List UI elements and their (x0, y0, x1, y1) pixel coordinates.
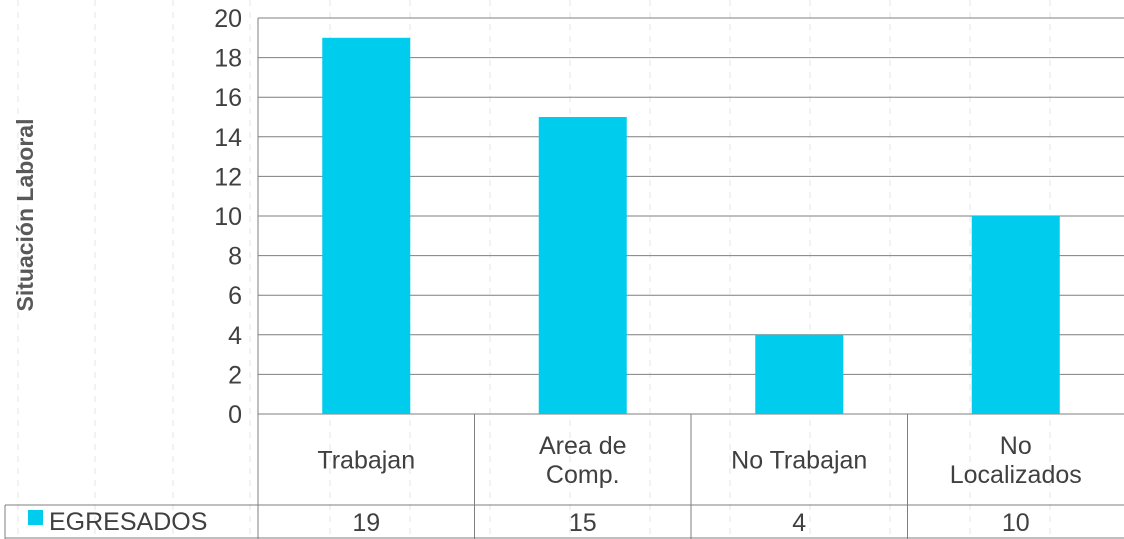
table-value: 4 (792, 509, 806, 537)
bar-area-de-comp- (538, 117, 627, 414)
y-tick-label: 2 (228, 361, 242, 389)
category-label: Trabajan (317, 447, 415, 475)
bar-no-trabajan (755, 334, 844, 414)
legend-key-egresados (28, 510, 43, 525)
category-labels: Trabajan Area de Comp. No Trabajan No Localiz… (317, 432, 1081, 489)
table-value: 10 (1002, 509, 1030, 537)
y-tick-label: 8 (228, 243, 242, 271)
y-tick-label: 14 (214, 124, 242, 152)
y-tick-label: 4 (228, 322, 242, 350)
y-tick-label: 0 (228, 401, 242, 429)
legend-label-egresados: EGRESADOS (49, 508, 207, 536)
data-table-values: 19 15 4 10 (352, 509, 1029, 537)
data-table-borders (4, 414, 1124, 539)
category-label: No Trabajan (731, 447, 867, 475)
background-dashed-grid (17, 0, 1051, 539)
y-tick-label: 12 (214, 163, 242, 191)
category-label: No Localizados (950, 432, 1082, 489)
y-tick-labels: 0 2 4 6 8 10 12 14 16 18 20 (214, 5, 242, 429)
y-tick-label: 20 (214, 5, 242, 33)
y-tick-label: 18 (214, 45, 242, 73)
y-tick-label: 6 (228, 282, 242, 310)
y-tick-label: 16 (214, 84, 242, 112)
table-value: 19 (352, 509, 380, 537)
bar-no-localizados (971, 216, 1060, 414)
y-tick-label: 10 (214, 203, 242, 231)
bar-trabajan (322, 37, 411, 415)
y-axis-title: Situación Laboral (12, 119, 38, 312)
bars (322, 37, 1060, 415)
table-value: 15 (569, 509, 597, 537)
category-label: Area de Comp. (539, 432, 627, 489)
